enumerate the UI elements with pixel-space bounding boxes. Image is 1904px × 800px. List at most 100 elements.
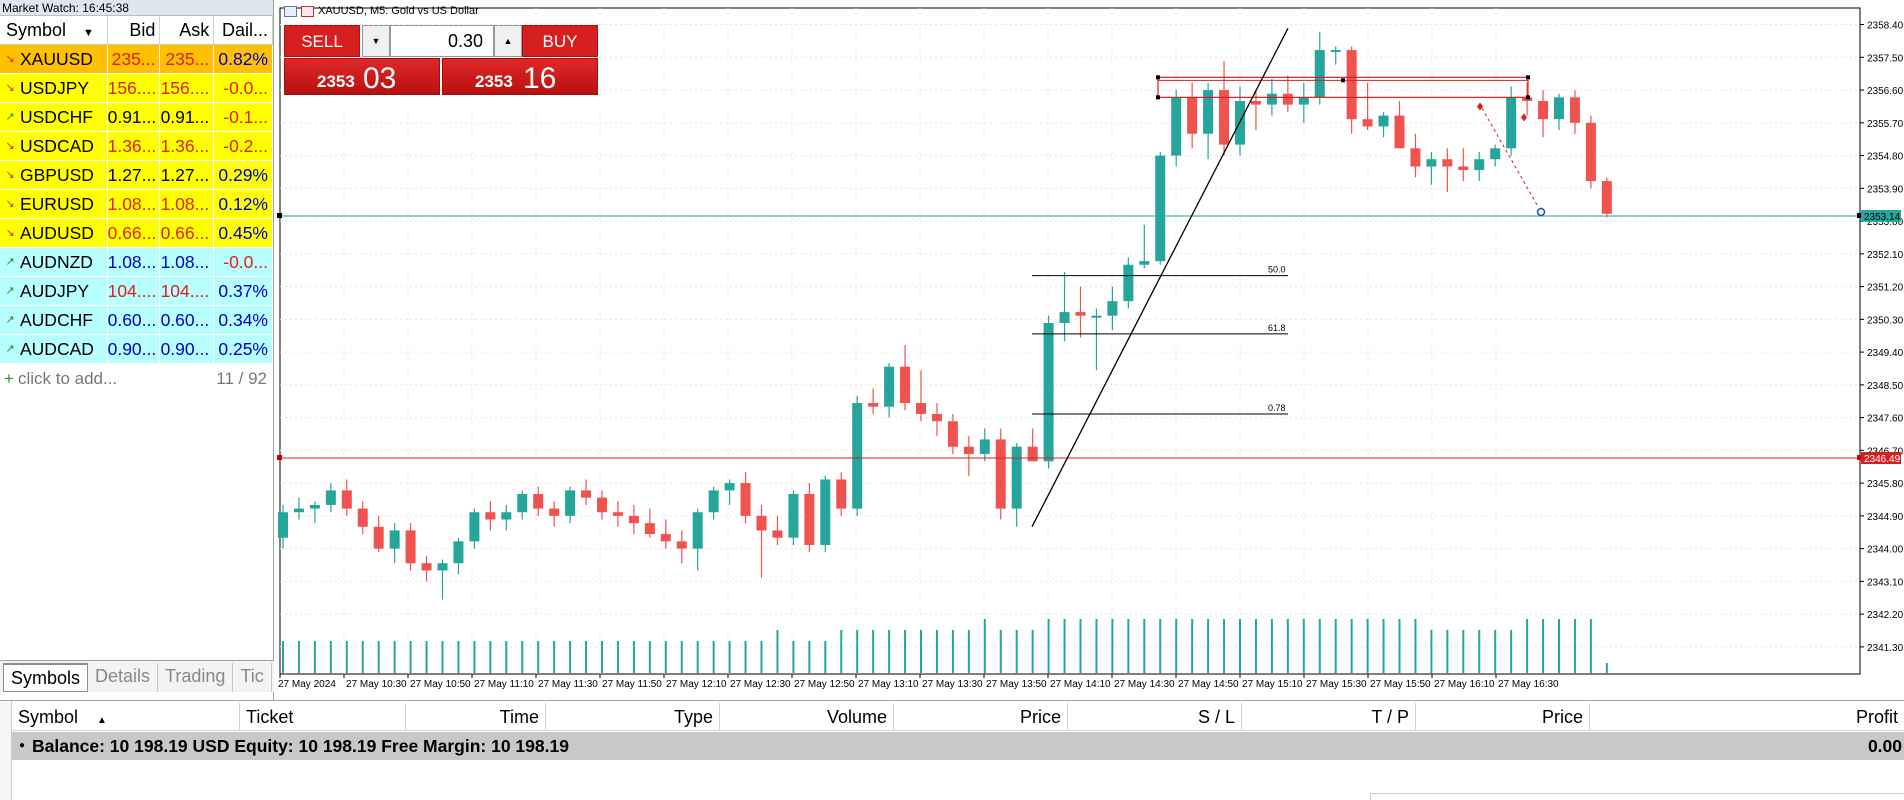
time-label: 27 May 14:30 <box>1114 679 1175 690</box>
market-watch-row[interactable]: ↗ AUDCHF 0.60... 0.60... 0.34% <box>0 306 273 335</box>
symbol-cell: ↘ USDJPY <box>0 74 108 102</box>
column-header-ticket[interactable]: Ticket <box>240 703 406 730</box>
arrow-up-icon: ↗ <box>5 284 15 297</box>
market-watch-row[interactable]: ↘ EURUSD 1.08... 1.08... 0.12% <box>0 190 273 219</box>
market-watch-row[interactable]: ↗ AUDJPY 104.... 104.... 0.37% <box>0 277 273 306</box>
column-header-price[interactable]: Price <box>894 703 1068 730</box>
bid-cell: 104.... <box>108 277 161 305</box>
bull-candle <box>1426 159 1437 167</box>
daily-change-cell: 0.25% <box>214 335 273 363</box>
bear-candle <box>804 494 815 545</box>
bear-candle <box>533 494 544 509</box>
daily-change-cell: 0.29% <box>214 161 273 189</box>
chart-symbol-icon <box>301 5 314 17</box>
bear-candle <box>740 483 751 516</box>
market-watch-row[interactable]: ↗ USDCHF 0.91... 0.91... -0.1... <box>0 103 273 132</box>
bid-cell: 1.36... <box>108 132 161 160</box>
chart-window[interactable]: 2358.40 2357.50 2356.60 2355.70 2354.80 2353.… <box>276 0 1904 700</box>
ask-cell: 0.91... <box>160 103 215 131</box>
symbol-cell: ↗ USDCHF <box>0 103 108 131</box>
time-label: 27 May 15:10 <box>1242 679 1303 690</box>
market-watch-row[interactable]: ↗ AUDCAD 0.90... 0.90... 0.25% <box>0 335 273 364</box>
market-watch-row[interactable]: ↗ AUDNZD 1.08... 1.08... -0.0... <box>0 248 273 277</box>
column-header-tp[interactable]: T / P <box>1242 703 1416 730</box>
column-header-profit[interactable]: Profit <box>1855 707 1898 727</box>
price-label: 2354.80 <box>1867 152 1904 163</box>
market-watch-row[interactable]: ↘ GBPUSD 1.27... 1.27... 0.29% <box>0 161 273 190</box>
zone-anchor <box>1526 75 1530 80</box>
price-label: 2349.40 <box>1867 348 1904 359</box>
daily-change-cell: -0.0... <box>214 248 273 276</box>
symbol-cell: ↗ AUDCAD <box>0 335 108 363</box>
volume-input[interactable]: 0.30 <box>390 25 494 57</box>
daily-change-cell: 0.82% <box>214 45 273 73</box>
tab-trading[interactable]: Trading <box>158 663 234 692</box>
ask-cell: 1.36... <box>160 132 215 160</box>
daily-change-cell: -0.0... <box>214 74 273 102</box>
symbol-name: AUDCHF <box>20 309 93 330</box>
bull-candle <box>1171 97 1182 156</box>
column-header-volume[interactable]: Volume <box>720 703 894 730</box>
column-header-time[interactable]: Time <box>406 703 546 730</box>
fib-level-label: 50.0 <box>1268 265 1286 275</box>
symbol-name: EURUSD <box>20 193 94 214</box>
volume-increase-button[interactable]: ▲ <box>494 25 522 57</box>
sell-price-minor: 03 <box>363 62 397 95</box>
sell-price-button[interactable]: 2353 03 <box>284 58 440 95</box>
bull-candle <box>979 439 990 454</box>
chart-plot-area <box>279 7 1861 675</box>
sell-button[interactable]: SELL <box>284 25 360 57</box>
column-header-ask[interactable]: Ask <box>160 16 215 44</box>
chart-title: XAUUSD, M5: Gold vs US Dollar <box>318 5 479 17</box>
symbol-name: AUDUSD <box>20 222 94 243</box>
click-to-add-row[interactable]: + click to add... 11 / 92 <box>0 364 273 393</box>
bull-candle <box>293 508 304 513</box>
price-label: 2358.40 <box>1867 21 1904 32</box>
bull-candle <box>1378 115 1389 127</box>
column-header-daily[interactable]: Dail... <box>214 16 273 44</box>
tab-ticks[interactable]: Tic <box>233 663 272 692</box>
market-watch-row[interactable]: ↘ AUDUSD 0.66... 0.66... 0.45% <box>0 219 273 248</box>
bear-candle <box>1458 166 1469 171</box>
bear-candle <box>1219 90 1230 145</box>
red-line-badge <box>1861 452 1901 465</box>
buy-price-button[interactable]: 2353 16 <box>442 58 598 95</box>
bull-candle <box>1298 97 1309 105</box>
volume-decrease-button[interactable]: ▼ <box>362 25 390 57</box>
zone-anchor <box>1341 78 1345 83</box>
bull-candle <box>1107 301 1118 316</box>
column-header-sl[interactable]: S / L <box>1068 703 1242 730</box>
bull-candle <box>692 512 703 549</box>
bull-candle <box>852 403 863 509</box>
symbol-cell: ↘ AUDUSD <box>0 219 108 247</box>
arrow-up-icon: ↗ <box>5 313 15 326</box>
tab-details[interactable]: Details <box>88 663 159 692</box>
chevron-up-icon: ▲ <box>503 36 513 46</box>
symbol-name: AUDNZD <box>20 251 93 272</box>
ask-cell: 235... <box>160 45 215 73</box>
bull-candle <box>708 490 719 513</box>
trade-marker <box>1536 207 1546 217</box>
bear-candle <box>644 523 655 535</box>
bull-candle <box>1123 264 1134 302</box>
time-label: 27 May 11:30 <box>538 679 598 690</box>
price-chart[interactable]: 2358.40 2357.50 2356.60 2355.70 2354.80 2353.… <box>276 0 1904 700</box>
sort-down-icon: ▼ <box>83 27 94 39</box>
column-header-symbol[interactable]: Symbol ▼ <box>0 16 108 44</box>
column-header-type[interactable]: Type <box>546 703 720 730</box>
bear-candle <box>1394 115 1405 149</box>
price-label: 2356.60 <box>1867 86 1904 97</box>
market-watch-row[interactable]: ↘ USDCAD 1.36... 1.36... -0.2... <box>0 132 273 161</box>
market-watch-row[interactable]: ↘ USDJPY 156.... 156.... -0.0... <box>0 74 273 103</box>
symbol-name: USDJPY <box>20 77 90 98</box>
column-header-symbol[interactable]: Symbol ▲ <box>12 703 240 730</box>
symbol-cell: ↗ AUDCHF <box>0 306 108 334</box>
buy-button[interactable]: BUY <box>522 25 598 57</box>
column-header-bid[interactable]: Bid <box>108 16 161 44</box>
line-anchor <box>277 455 282 461</box>
bear-candle <box>836 479 847 509</box>
market-watch-row[interactable]: ↘ XAUUSD 235... 235... 0.82% <box>0 45 273 74</box>
column-header-current-price[interactable]: Price <box>1416 703 1590 730</box>
tab-symbols[interactable]: Symbols <box>3 663 89 692</box>
balance-row[interactable]: ● Balance: 10 198.19 USD Equity: 10 198.… <box>12 732 1904 760</box>
